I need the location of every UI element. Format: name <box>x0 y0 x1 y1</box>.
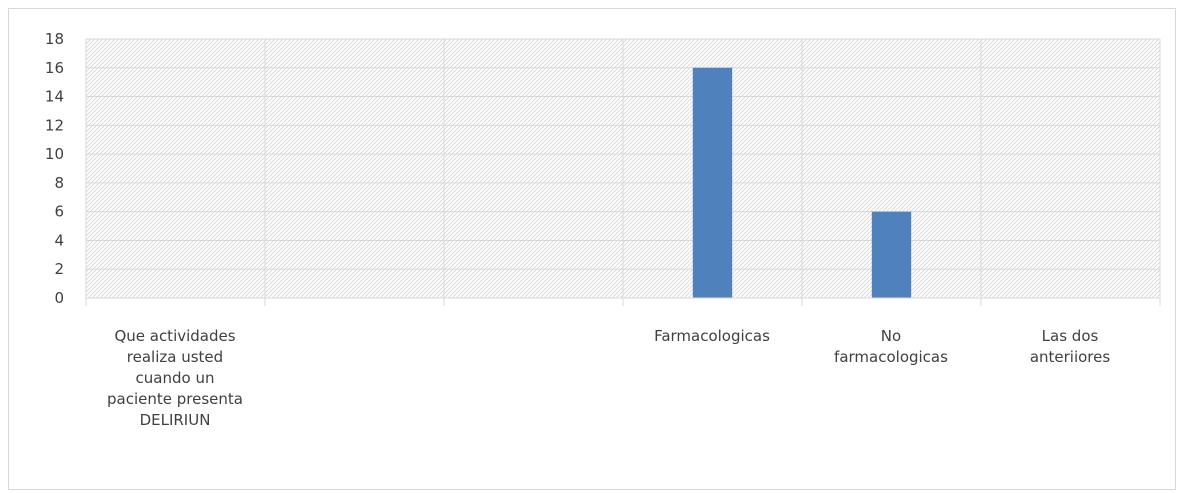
y-tick-label: 14 <box>45 88 64 106</box>
y-tick-label: 12 <box>45 116 64 134</box>
x-category-label-line: Que actividades <box>114 327 236 345</box>
y-axis-tick-labels: 0 2 4 6 8 10 12 14 16 18 <box>45 30 64 307</box>
x-category-label: No farmacologicas <box>802 326 980 368</box>
x-category-label-line: realiza usted <box>126 348 224 366</box>
y-tick-label: 2 <box>54 260 64 278</box>
x-category-label-line: paciente presenta <box>107 390 243 408</box>
x-category-label: Las dos anteriiores <box>981 326 1159 368</box>
y-tick-label: 18 <box>45 30 64 48</box>
x-category-label-line: Las dos <box>1041 327 1099 345</box>
bar-chart: 0 2 4 6 8 10 12 14 16 18 <box>45 30 1161 307</box>
x-category-label: Farmacologicas <box>623 326 801 347</box>
x-category-label-line: anteriiores <box>1029 348 1111 366</box>
x-category-label-line: No <box>880 327 902 345</box>
y-tick-label: 10 <box>45 145 64 163</box>
bar <box>871 211 912 298</box>
y-tick-label: 6 <box>54 203 64 221</box>
chart-frame: 0 2 4 6 8 10 12 14 16 18 Que actividades realiza u… <box>8 8 1176 490</box>
vertical-gridlines <box>85 39 1161 306</box>
x-category-label-line: cuando un <box>135 369 215 387</box>
y-tick-label: 4 <box>54 231 64 249</box>
y-tick-label: 0 <box>54 289 64 307</box>
x-category-label-line: Farmacologicas <box>654 327 770 345</box>
y-tick-label: 8 <box>54 174 64 192</box>
y-tick-label: 16 <box>45 59 64 77</box>
x-category-label-line: farmacologicas <box>834 348 948 366</box>
x-category-label: Que actividades realiza usted cuando un pac… <box>86 326 264 431</box>
x-category-label-line: DELIRIUN <box>139 411 211 429</box>
bar <box>692 67 733 299</box>
bars <box>692 67 912 299</box>
